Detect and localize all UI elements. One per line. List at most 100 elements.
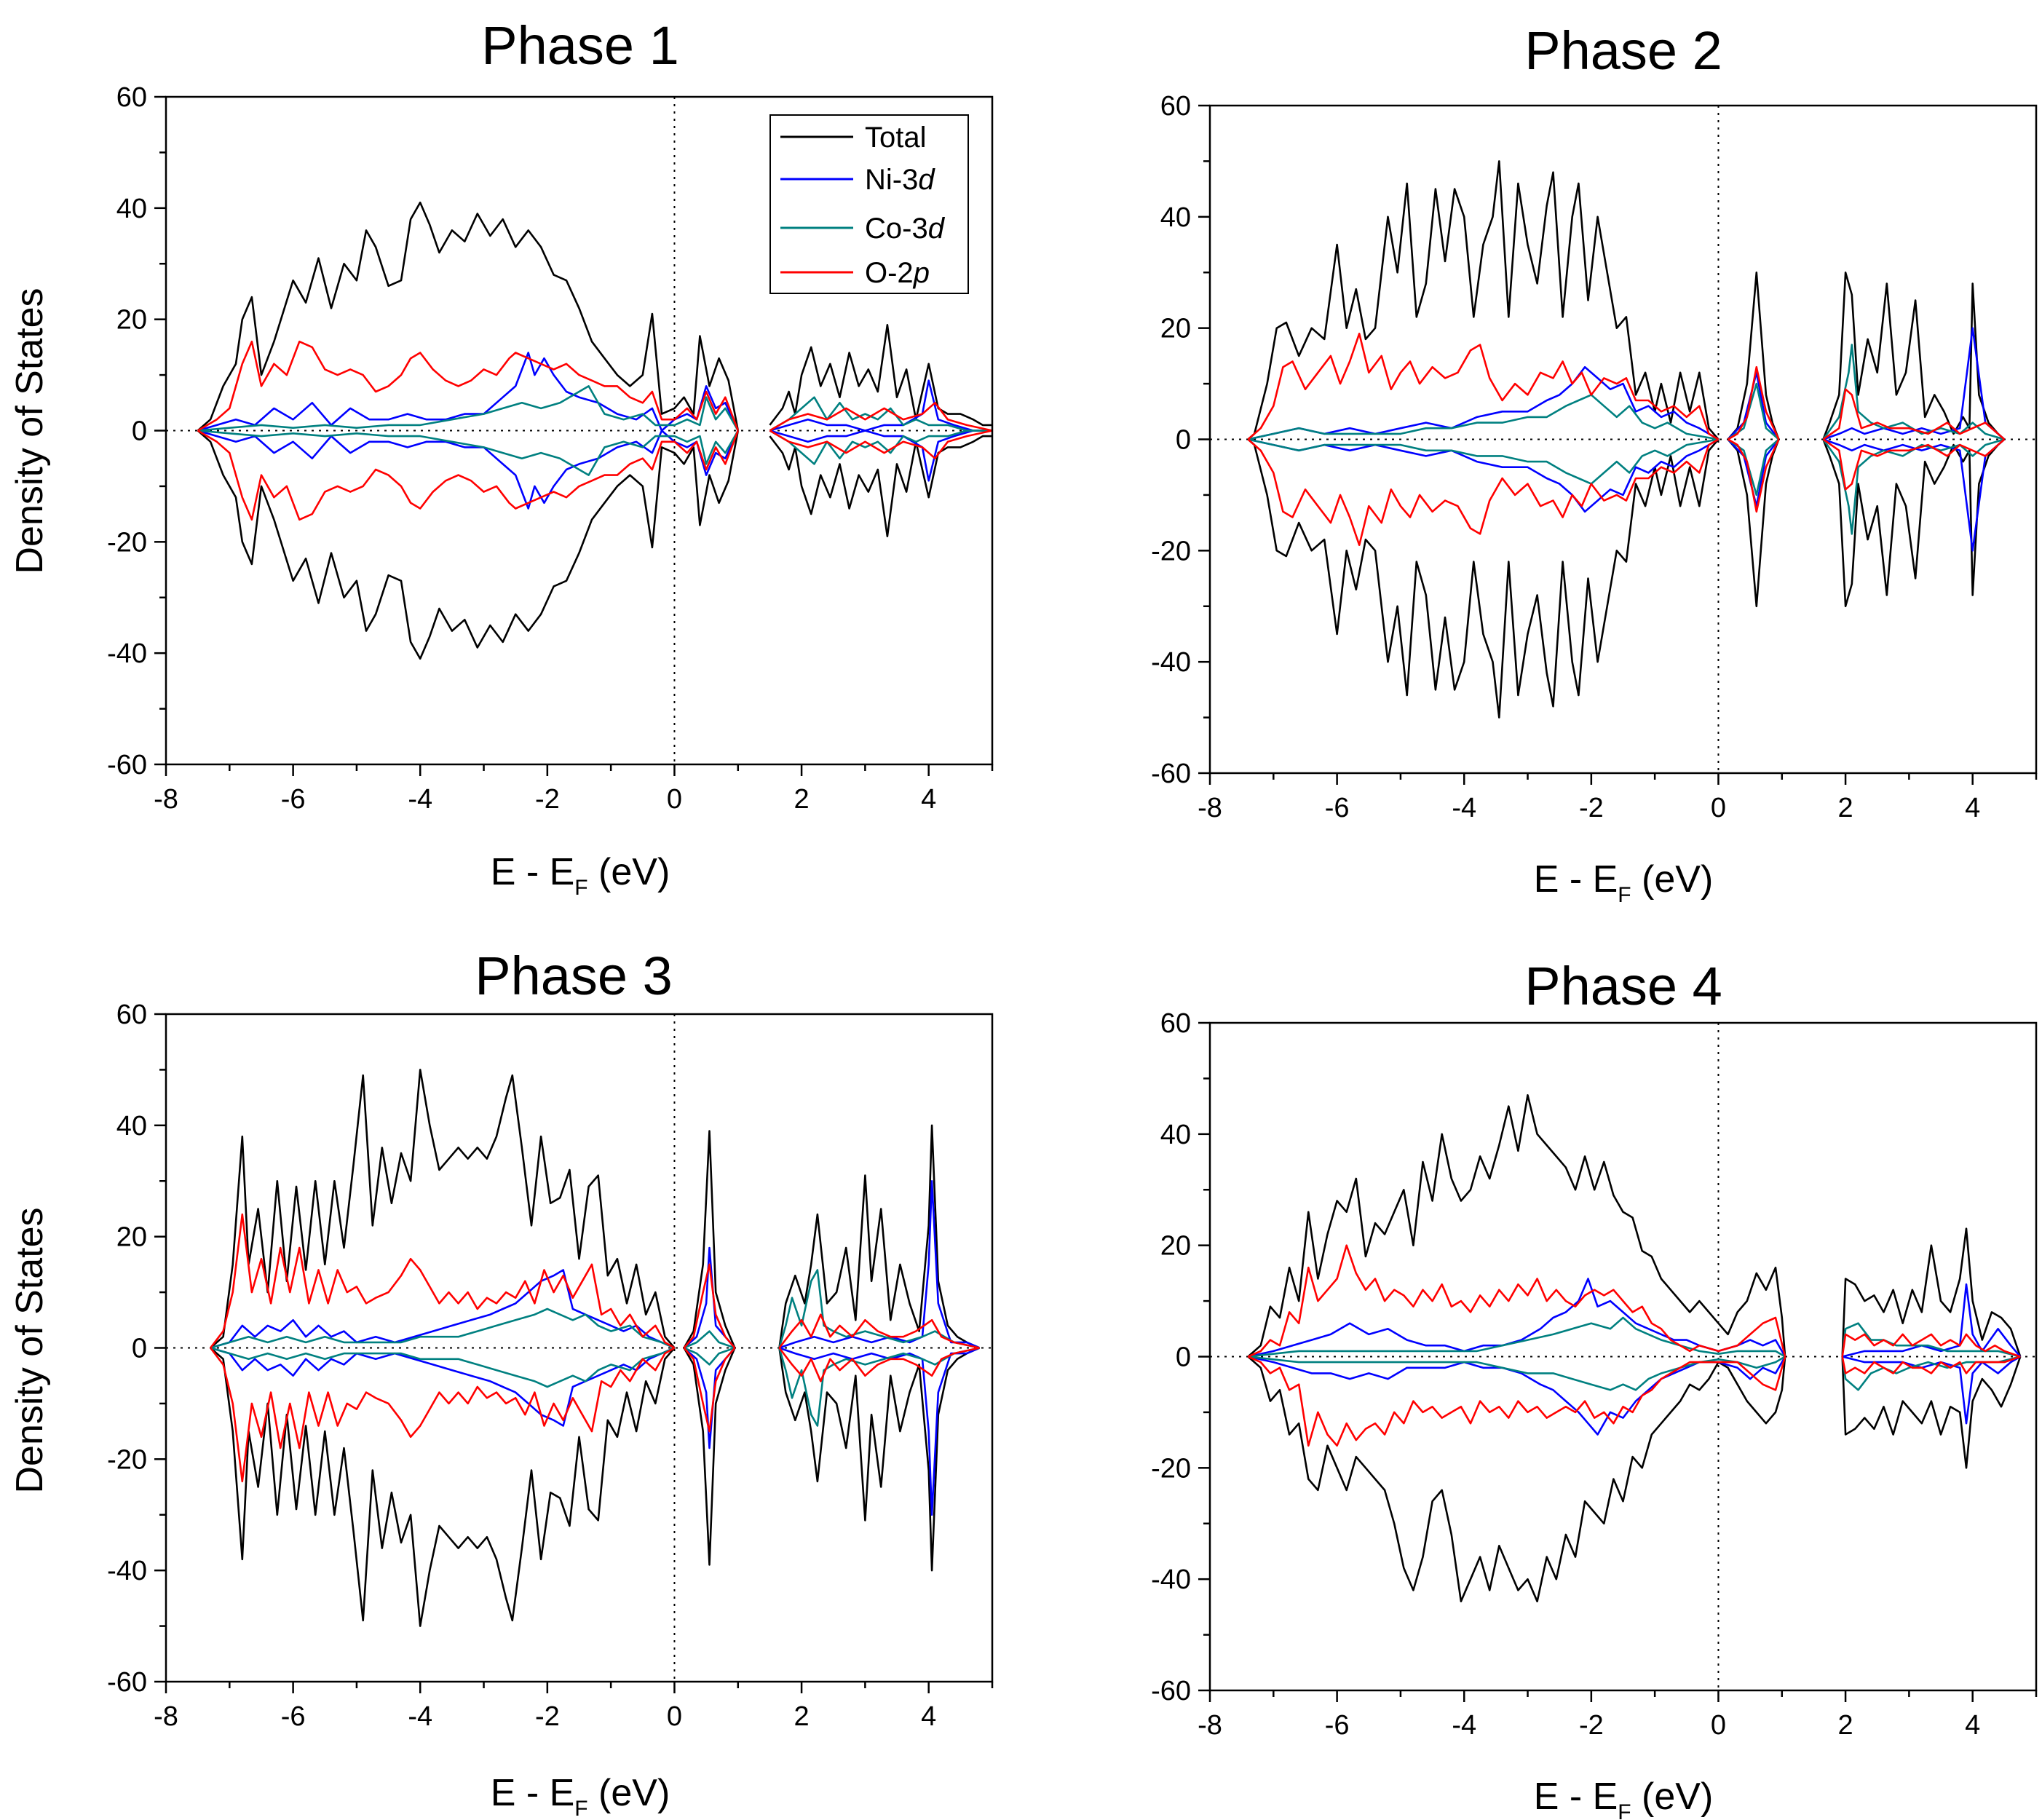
series-total-spin-down xyxy=(1841,1356,2022,1469)
x-tick-label: 4 xyxy=(921,784,936,815)
y-tick-label: 0 xyxy=(1176,425,1191,456)
x-axis-label: E - EF (eV) xyxy=(1534,858,1714,907)
legend-box xyxy=(769,114,969,294)
x-tick-label: 0 xyxy=(667,784,682,815)
series-total-spin-down xyxy=(210,1347,676,1627)
series-o-2p-spin-down xyxy=(1247,1356,1786,1447)
series-total-spin-down xyxy=(197,430,740,660)
series-co-3d-spin-down xyxy=(1248,438,1719,485)
legend-label: O-2p xyxy=(865,257,930,289)
x-tick-label: -6 xyxy=(1325,1710,1350,1741)
series-total-spin-down xyxy=(1822,438,2006,608)
series-co-3d-spin-up xyxy=(197,385,739,432)
series-co-3d-spin-down xyxy=(1248,1356,1786,1391)
series-o-2p-spin-up xyxy=(1822,388,2006,440)
series-co-3d-spin-down xyxy=(684,1347,735,1366)
y-tick-label: 40 xyxy=(116,1111,147,1142)
series-total-spin-up xyxy=(210,1069,676,1349)
panel-title: Phase 3 xyxy=(475,946,673,1006)
y-tick-label: -20 xyxy=(1151,1453,1191,1484)
series-total-spin-up xyxy=(769,323,992,427)
series-o-2p-spin-up xyxy=(197,340,740,432)
x-tick-label: 2 xyxy=(794,784,810,815)
y-tick-label: 20 xyxy=(116,305,147,336)
x-tick-label: -4 xyxy=(1452,793,1476,823)
x-tick-label: 4 xyxy=(1965,793,1980,823)
x-tick-label: -2 xyxy=(535,784,560,815)
series-total-spin-up xyxy=(683,1130,736,1349)
series-co-3d-spin-down xyxy=(197,430,739,476)
y-tick-label: -20 xyxy=(107,527,147,558)
series-ni-3d-spin-up xyxy=(1823,327,2006,440)
series-co-3d-spin-up xyxy=(1248,394,1719,440)
x-axis-label: E - EF (eV) xyxy=(491,1772,670,1820)
x-tick-label: 0 xyxy=(1711,793,1726,823)
y-tick-label: 0 xyxy=(132,416,147,447)
panel-title: Phase 2 xyxy=(1524,20,1722,81)
series-co-3d-spin-down xyxy=(778,1347,980,1427)
series-co-3d-spin-down xyxy=(1822,438,2005,535)
series-co-3d-spin-down xyxy=(210,1347,676,1388)
series-ni-3d-spin-down xyxy=(1248,438,1720,513)
series-o-2p-spin-down xyxy=(1727,438,1780,513)
series-o-2p-spin-up xyxy=(1247,332,1720,440)
series-total-spin-up xyxy=(1822,271,2006,440)
series-total-spin-up xyxy=(1841,1227,2022,1357)
series-o-2p-spin-down xyxy=(1822,438,2006,491)
series-ni-3d-spin-down xyxy=(1823,438,2006,552)
panel-phase-1: Phase 1 Density of States E - EF (eV) -8… xyxy=(9,15,994,900)
y-tick-label: 60 xyxy=(116,82,147,113)
series-ni-3d-spin-up xyxy=(210,1269,676,1349)
x-tick-label: -8 xyxy=(1198,1710,1222,1741)
y-tick-label: 60 xyxy=(116,1000,147,1030)
legend-entry-co-3d: Co-3d xyxy=(780,213,946,245)
x-tick-label: 0 xyxy=(1711,1710,1726,1741)
x-axis-label: E - EF (eV) xyxy=(491,851,670,900)
x-tick-label: -4 xyxy=(408,1701,432,1732)
y-tick-label: -40 xyxy=(1151,1564,1191,1595)
x-tick-label: 2 xyxy=(1838,793,1853,823)
series-ni-3d-spin-down xyxy=(1248,1356,1786,1436)
y-tick-label: 60 xyxy=(1160,91,1191,122)
x-tick-label: -4 xyxy=(408,784,432,815)
y-tick-label: 40 xyxy=(1160,202,1191,233)
series-o-2p-spin-up xyxy=(1727,365,1780,440)
series-o-2p-spin-down xyxy=(1841,1356,2021,1374)
x-axis-label: E - EF (eV) xyxy=(1534,1776,1714,1820)
y-tick-label: 60 xyxy=(1160,1008,1191,1039)
series-o-2p-spin-down xyxy=(197,430,740,521)
y-tick-label: -40 xyxy=(1151,647,1191,678)
series-co-3d-spin-up xyxy=(1248,1316,1786,1358)
series-total-spin-up xyxy=(778,1124,981,1349)
series-ni-3d-spin-down xyxy=(769,430,992,482)
x-tick-label: 0 xyxy=(667,1701,682,1732)
legend-label: Ni-3d xyxy=(865,164,935,196)
x-tick-label: -6 xyxy=(281,784,306,815)
legend: Total Ni-3d Co-3d O-2p xyxy=(769,114,969,294)
series-o-2p-spin-down xyxy=(210,1347,676,1483)
series-o-2p-spin-down xyxy=(1247,438,1720,547)
y-axis-label: Density of States xyxy=(9,288,51,574)
y-tick-label: -60 xyxy=(1151,759,1191,789)
series-ni-3d-spin-up xyxy=(779,1180,981,1349)
panel-phase-3: Phase 3 Density of States E - EF (eV) -8… xyxy=(9,946,994,1820)
series-total-spin-down xyxy=(1247,438,1720,719)
x-tick-label: -8 xyxy=(1198,793,1222,823)
series-o-2p-spin-up xyxy=(1247,1244,1786,1358)
x-tick-label: -4 xyxy=(1452,1710,1476,1741)
series-o-2p-spin-down xyxy=(769,430,993,460)
series-ni-3d-spin-up xyxy=(769,379,992,432)
series-total-spin-up xyxy=(197,201,740,432)
x-tick-label: 4 xyxy=(921,1701,936,1732)
y-tick-label: -60 xyxy=(107,1667,147,1698)
x-tick-label: -2 xyxy=(1579,1710,1604,1741)
series-o-2p-spin-down xyxy=(683,1347,736,1433)
series-total-spin-down xyxy=(683,1347,736,1566)
series-o-2p-spin-down xyxy=(778,1347,980,1382)
series-o-2p-spin-up xyxy=(778,1313,980,1349)
series-total-spin-up xyxy=(1247,160,1720,440)
y-tick-label: 40 xyxy=(1160,1120,1191,1150)
